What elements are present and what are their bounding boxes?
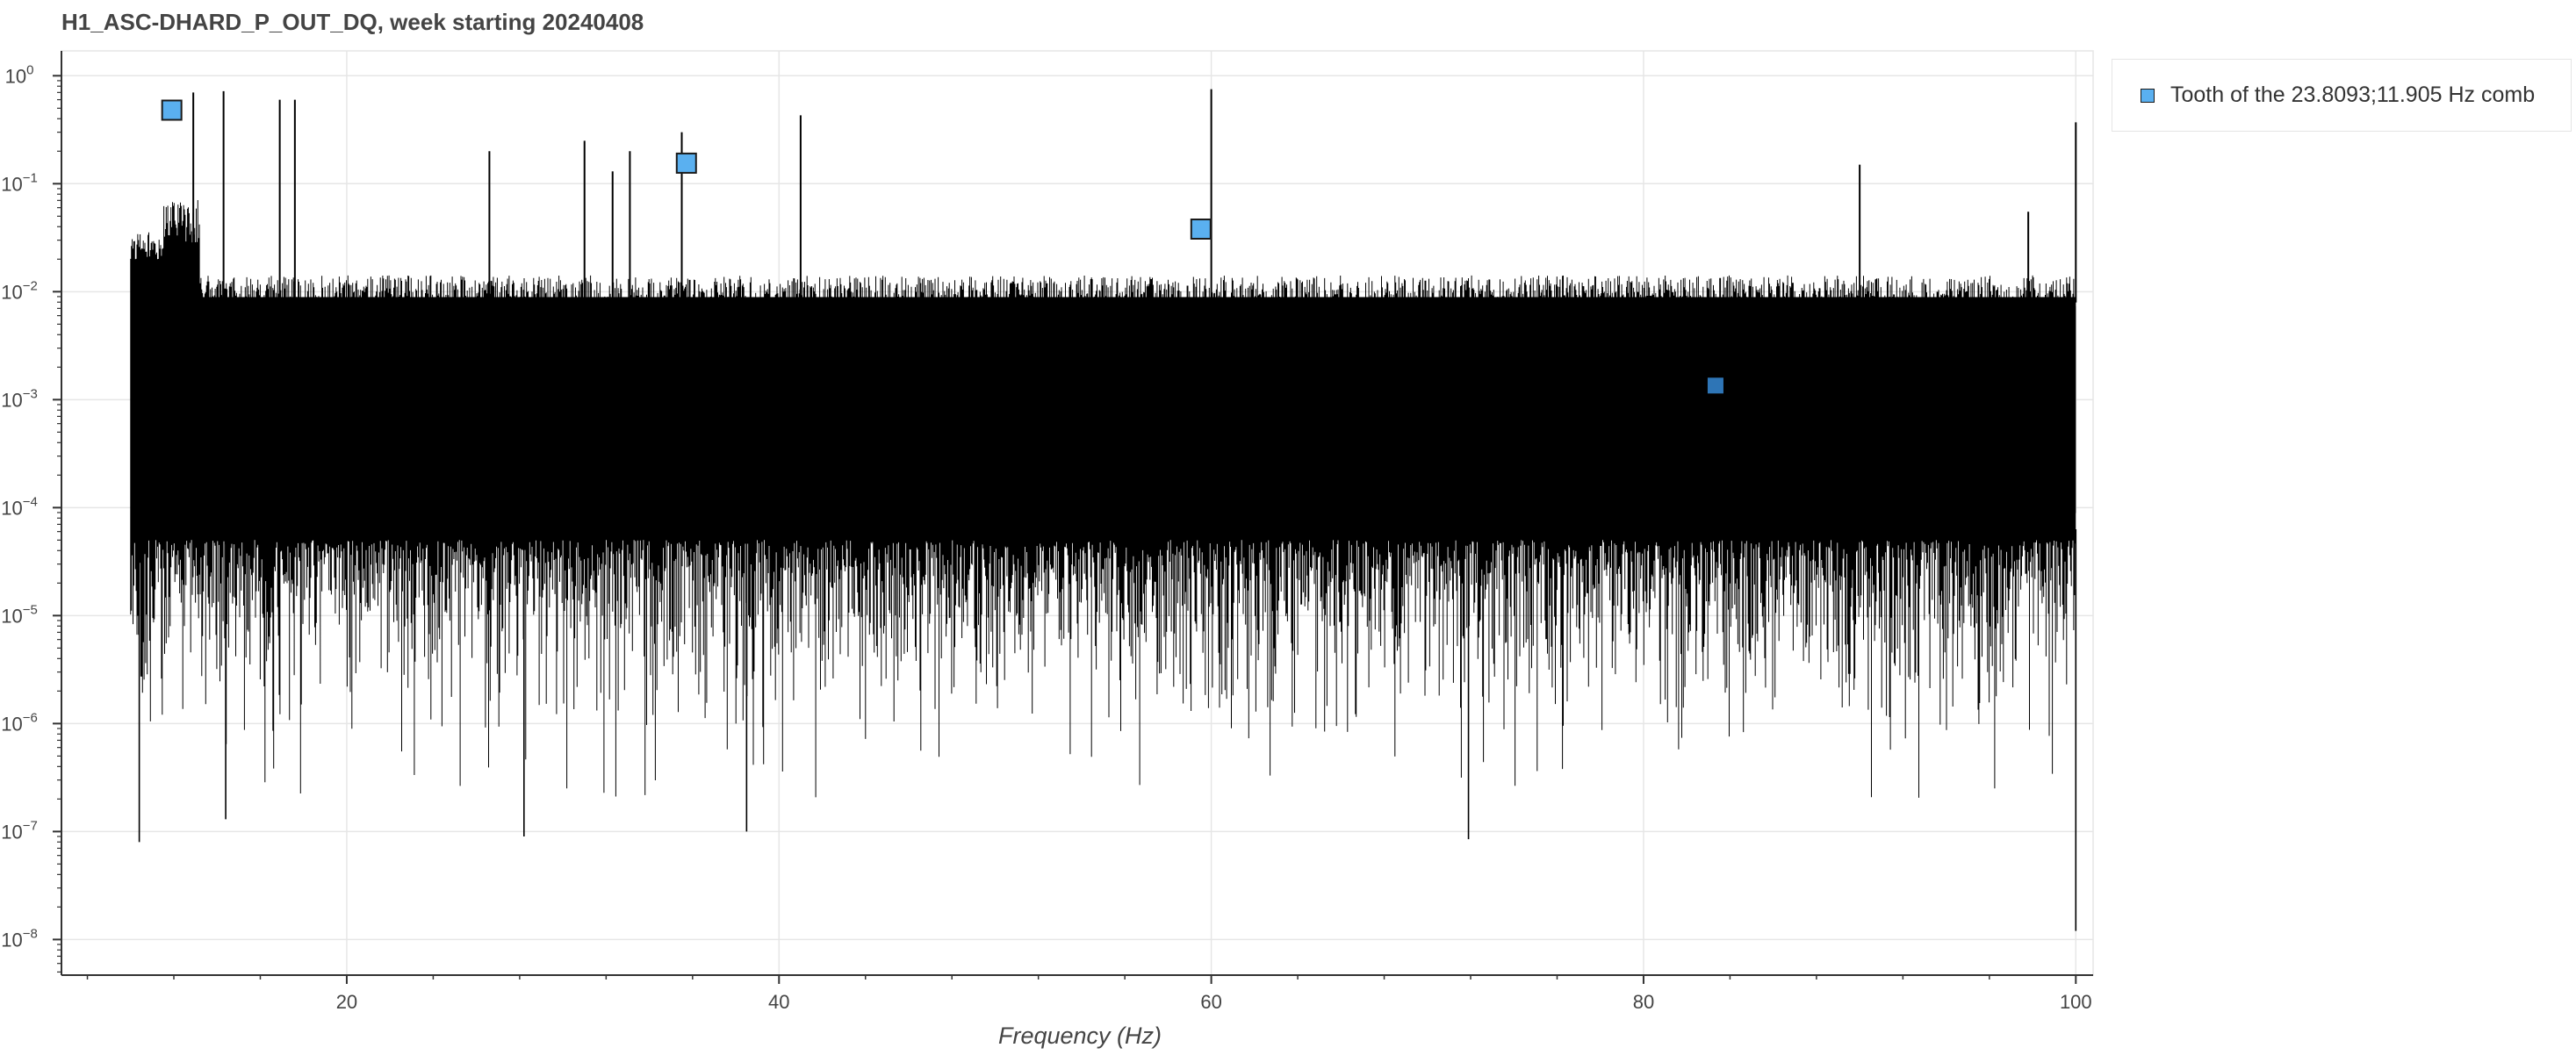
spectrum-series bbox=[130, 89, 2077, 931]
y-tick-label: 10−5 bbox=[1, 602, 38, 627]
y-tick-label: 10−2 bbox=[1, 278, 38, 303]
comb-tooth-marker bbox=[675, 152, 697, 174]
comb-tooth-marker bbox=[161, 99, 183, 121]
y-tick-label: 10−8 bbox=[1, 926, 38, 951]
axes: 20 40 60 80 100 100 10−1 10−2 10−3 10−4 10−5 10−6 10… bbox=[1, 51, 2093, 1013]
y-tick-label: 10−7 bbox=[1, 818, 38, 843]
legend-marker-swatch bbox=[2141, 88, 2155, 103]
x-axis-label: Frequency (Hz) bbox=[998, 1023, 1162, 1049]
legend: Tooth of the 23.8093;11.905 Hz comb bbox=[2112, 59, 2572, 132]
y-tick-label: 100 bbox=[5, 62, 34, 87]
legend-entry-label: Tooth of the 23.8093;11.905 Hz comb bbox=[2170, 83, 2536, 107]
comb-tooth-marker bbox=[1190, 218, 1212, 240]
x-tick-label: 80 bbox=[1633, 991, 1654, 1013]
comb-tooth-marker bbox=[1707, 377, 1723, 394]
y-tick-label: 10−1 bbox=[1, 170, 38, 195]
x-tick-label: 40 bbox=[768, 991, 789, 1013]
y-tick-label: 10−4 bbox=[1, 494, 38, 519]
spectrum-trace bbox=[130, 200, 2076, 798]
y-tick-label: 10−6 bbox=[1, 710, 38, 735]
x-tick-label: 100 bbox=[2060, 991, 2092, 1013]
chart-title: H1_ASC-DHARD_P_OUT_DQ, week starting 202… bbox=[61, 9, 644, 35]
y-tick-label: 10−3 bbox=[1, 386, 38, 411]
comb-markers bbox=[161, 99, 1723, 394]
x-tick-label: 20 bbox=[336, 991, 357, 1013]
x-tick-label: 60 bbox=[1200, 991, 1221, 1013]
